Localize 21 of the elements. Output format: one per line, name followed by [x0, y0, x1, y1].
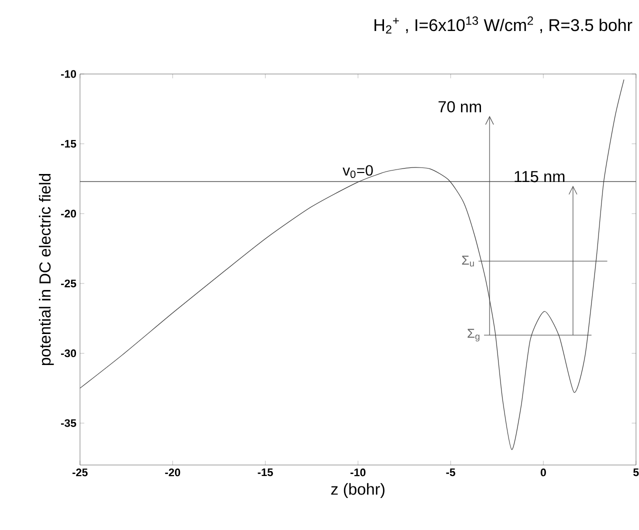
x-tick-label: 5 [633, 468, 639, 476]
y-tick-label: -20 [61, 210, 76, 218]
x-tick-label: -10 [350, 468, 366, 476]
x-tick-label: -20 [165, 468, 180, 476]
y-axis-title: potential in DC electric field [38, 174, 54, 366]
x-tick-label: -5 [446, 468, 456, 476]
y-tick-label: -25 [61, 280, 76, 288]
x-axis-title: z (bohr) [331, 483, 384, 498]
series-label: Σ$_{u}$ [462, 256, 474, 267]
annotation: 115 nm [514, 171, 564, 182]
y-tick-label: -10 [61, 70, 76, 78]
chart-title: H$_{2}$$^{+}$ , I=6x10$^{13}$ W/cm$^{2}$ , R=3.5 bohr [374, 16, 632, 34]
x-tick-label: -25 [72, 468, 88, 476]
y-tick-label: -35 [61, 419, 76, 427]
series-label: v$_{0}$=0 [342, 165, 373, 178]
annotation: 70 nm [438, 101, 481, 112]
y-tick-label: -15 [61, 140, 76, 148]
series-label: Σ$_{g}$ [468, 328, 480, 342]
x-tick-label: 0 [540, 468, 546, 476]
y-tick-label: -30 [61, 349, 76, 358]
x-tick-label: -15 [258, 468, 273, 476]
